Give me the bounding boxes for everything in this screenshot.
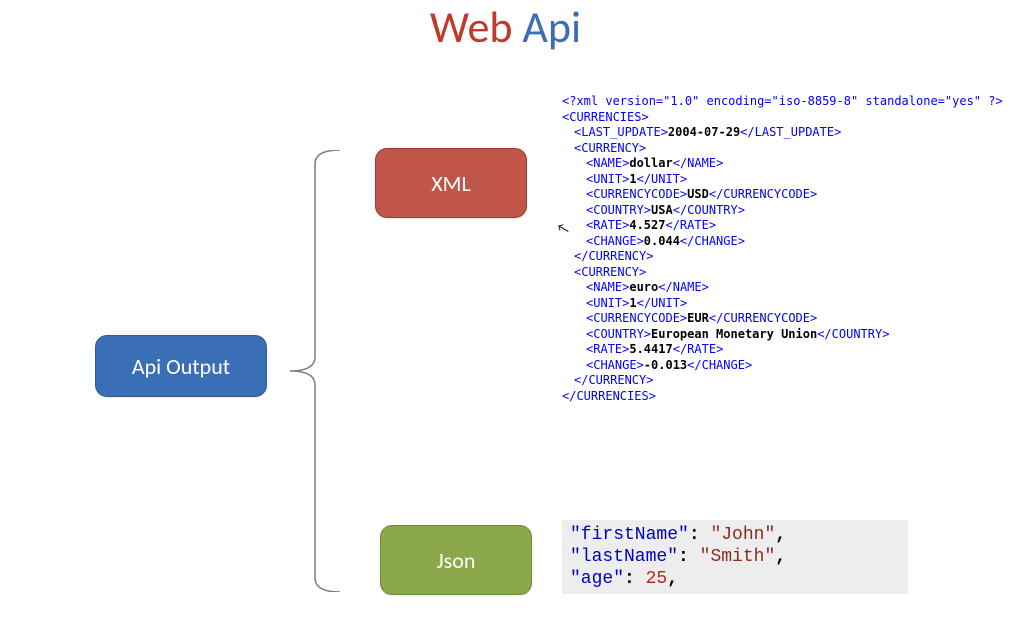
xml-line: <CURRENCY> xyxy=(562,265,1003,281)
xml-line: <UNIT>1</UNIT> xyxy=(562,172,1003,188)
xml-line: <NAME>euro</NAME> xyxy=(562,280,1003,296)
xml-line: <CURRENCIES> xyxy=(562,110,1003,126)
xml-line: <COUNTRY>USA</COUNTRY> xyxy=(562,203,1003,219)
xml-line: </CURRENCY> xyxy=(562,249,1003,265)
title-word-web: Web xyxy=(430,0,513,54)
xml-label: XML xyxy=(431,170,470,197)
xml-line: <UNIT>1</UNIT> xyxy=(562,296,1003,312)
api-output-node: Api Output xyxy=(95,335,267,397)
title-word-api: Api xyxy=(522,0,581,54)
json-line: "age": 25, xyxy=(570,568,900,590)
xml-line: <?xml version="1.0" encoding="iso-8859-8… xyxy=(562,94,1003,110)
json-label: Json xyxy=(437,547,476,574)
xml-line: <LAST_UPDATE>2004-07-29</LAST_UPDATE> xyxy=(562,125,1003,141)
xml-line: <CURRENCY> xyxy=(562,141,1003,157)
json-line: "lastName": "Smith", xyxy=(570,546,900,568)
api-output-label: Api Output xyxy=(132,353,230,380)
xml-line: <RATE>5.4417</RATE> xyxy=(562,342,1003,358)
curly-brace-icon xyxy=(290,150,340,592)
xml-line: <CHANGE>-0.013</CHANGE> xyxy=(562,358,1003,374)
xml-line: <NAME>dollar</NAME> xyxy=(562,156,1003,172)
page-title: Web Api xyxy=(0,0,1011,54)
json-line: "firstName": "John", xyxy=(570,524,900,546)
xml-code-block: <?xml version="1.0" encoding="iso-8859-8… xyxy=(562,94,1003,404)
xml-node: XML xyxy=(375,148,527,218)
xml-line: </CURRENCIES> xyxy=(562,389,1003,405)
xml-line: <RATE>4.527</RATE> xyxy=(562,218,1003,234)
xml-line: <CHANGE>0.044</CHANGE> xyxy=(562,234,1003,250)
json-code-block: "firstName": "John","lastName": "Smith",… xyxy=(562,520,908,594)
xml-line: <CURRENCYCODE>EUR</CURRENCYCODE> xyxy=(562,311,1003,327)
xml-line: <CURRENCYCODE>USD</CURRENCYCODE> xyxy=(562,187,1003,203)
xml-line: </CURRENCY> xyxy=(562,373,1003,389)
xml-line: <COUNTRY>European Monetary Union</COUNTR… xyxy=(562,327,1003,343)
json-node: Json xyxy=(380,525,532,595)
